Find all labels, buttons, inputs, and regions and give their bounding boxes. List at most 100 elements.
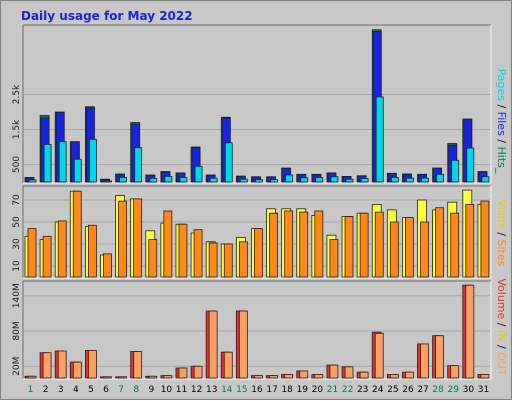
- y-tick-label-p1-1: 1.5k: [12, 119, 22, 139]
- y-tick-label-p1-2: 2.5k: [12, 84, 22, 104]
- sites-bar-27: [421, 222, 429, 277]
- out-bar-30: [466, 285, 474, 378]
- out-bar-26: [405, 372, 413, 378]
- y-tick-label-p2-3: 70: [12, 194, 22, 206]
- day-label-31: 31: [478, 385, 489, 395]
- out-bar-2: [43, 353, 51, 378]
- day-label-10: 10: [161, 385, 173, 395]
- out-bar-21: [330, 365, 338, 378]
- sites-bar-17: [270, 213, 278, 277]
- legend-volume-in-out: Volume / IN / OUT: [495, 278, 508, 376]
- pages-bar-23: [361, 179, 368, 183]
- day-label-21: 21: [327, 385, 338, 395]
- chart-title: Daily usage for May 2022: [21, 9, 193, 23]
- sites-bar-12: [194, 230, 202, 277]
- pages-bar-9: [150, 179, 157, 183]
- out-bar-17: [270, 376, 278, 378]
- pages-bar-28: [437, 174, 444, 182]
- sites-bar-28: [436, 208, 444, 277]
- pages-bar-22: [346, 179, 353, 182]
- out-bar-9: [149, 376, 157, 378]
- sites-bar-20: [315, 211, 323, 277]
- out-bar-22: [345, 367, 353, 378]
- day-label-6: 6: [103, 385, 109, 395]
- day-label-25: 25: [387, 385, 398, 395]
- pages-bar-16: [255, 180, 262, 182]
- pages-bar-21: [331, 177, 338, 182]
- out-bar-20: [315, 374, 323, 378]
- day-label-3: 3: [58, 385, 64, 395]
- pages-bar-18: [286, 175, 293, 182]
- pages-bar-14: [225, 143, 232, 182]
- day-label-4: 4: [73, 385, 79, 395]
- pages-bar-30: [467, 148, 474, 182]
- day-label-17: 17: [266, 385, 277, 395]
- out-bar-31: [481, 374, 489, 378]
- y-tick-label-p3-0: 20M: [12, 357, 22, 376]
- out-bar-27: [421, 344, 429, 378]
- pages-bar-31: [482, 177, 489, 182]
- pages-bar-27: [422, 178, 429, 182]
- out-bar-14: [224, 352, 232, 378]
- pages-bar-11: [180, 177, 187, 182]
- sites-bar-16: [254, 229, 262, 277]
- day-label-18: 18: [281, 385, 293, 395]
- y-tick-label-p2-2: 50: [12, 216, 22, 228]
- out-bar-6: [103, 377, 111, 378]
- out-bar-16: [254, 376, 262, 378]
- legend-visits-sites-part-1: /: [495, 229, 508, 240]
- day-label-28: 28: [432, 385, 444, 395]
- pages-bar-8: [135, 148, 142, 182]
- legend-visits-sites-part-2: Sites: [495, 240, 508, 267]
- day-label-9: 9: [148, 385, 154, 395]
- sites-bar-14: [224, 244, 232, 277]
- day-label-29: 29: [448, 385, 460, 395]
- pages-bar-7: [120, 177, 127, 182]
- legend-volume-in-out-part-3: /: [495, 341, 508, 352]
- sites-bar-19: [300, 212, 308, 277]
- sites-bar-29: [451, 213, 459, 277]
- pages-bar-2: [44, 145, 51, 182]
- y-tick-label-p2-1: 30: [12, 238, 22, 250]
- day-label-1: 1: [28, 385, 34, 395]
- day-label-19: 19: [297, 385, 309, 395]
- sites-bar-15: [239, 242, 247, 277]
- pages-bar-10: [165, 176, 172, 182]
- pages-bar-4: [74, 159, 81, 182]
- out-bar-10: [164, 376, 172, 378]
- sites-bar-23: [360, 213, 368, 277]
- out-bar-1: [28, 376, 36, 378]
- y-tick-label-p3-1: 80M: [12, 321, 22, 340]
- legend-volume-in-out-part-2: IN: [495, 330, 508, 341]
- out-bar-5: [88, 350, 96, 378]
- sites-bar-31: [481, 201, 489, 277]
- pages-bar-24: [376, 97, 383, 182]
- out-bar-23: [360, 372, 368, 378]
- sites-bar-30: [466, 204, 474, 277]
- day-label-14: 14: [221, 385, 233, 395]
- sites-bar-4: [73, 191, 81, 277]
- day-label-8: 8: [133, 385, 139, 395]
- sites-bar-7: [119, 201, 127, 277]
- legend-visits-sites: Visits / Sites: [495, 200, 508, 267]
- y-tick-label-p2-0: 10: [12, 260, 22, 272]
- sites-bar-25: [390, 222, 398, 277]
- out-bar-15: [239, 311, 247, 378]
- day-label-26: 26: [402, 385, 414, 395]
- pages-bar-29: [452, 160, 459, 182]
- legend-volume-in-out-part-0: Volume: [495, 278, 508, 319]
- sites-bar-8: [134, 199, 142, 277]
- pages-bar-3: [59, 142, 66, 182]
- legend-pages-files-hits-part-2: Files: [495, 112, 508, 136]
- sites-bar-10: [164, 211, 172, 277]
- day-label-30: 30: [463, 385, 475, 395]
- pages-bar-17: [271, 180, 278, 182]
- day-label-24: 24: [372, 385, 384, 395]
- day-label-13: 13: [206, 385, 217, 395]
- sites-bar-24: [375, 212, 383, 277]
- out-bar-29: [451, 366, 459, 378]
- pages-bar-20: [316, 177, 323, 182]
- day-label-5: 5: [88, 385, 94, 395]
- out-bar-3: [58, 351, 66, 378]
- legend-pages-files-hits-part-3: /: [495, 136, 508, 147]
